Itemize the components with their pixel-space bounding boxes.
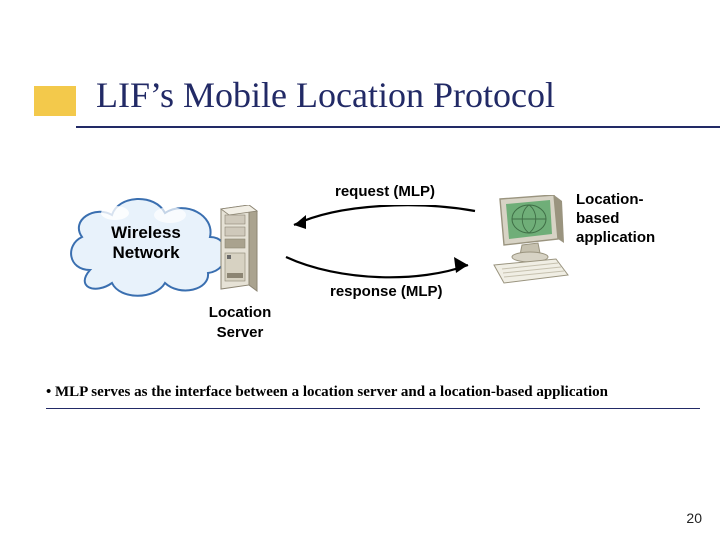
response-label: response (MLP)	[330, 283, 443, 300]
server-label-line2: Server	[217, 324, 264, 341]
desktop-label-line3: application	[576, 229, 655, 246]
bullet-text: • MLP serves as the interface between a …	[46, 384, 608, 400]
cloud-label-line2: Network	[112, 243, 179, 262]
desktop-label: Location- based application	[576, 191, 676, 247]
bullet-area: • MLP serves as the interface between a …	[46, 384, 680, 401]
bullet-underline	[46, 408, 700, 410]
page-number: 20	[686, 510, 702, 526]
request-arrow	[280, 205, 480, 240]
arrow-right-icon	[280, 247, 480, 282]
arrow-left-icon	[280, 205, 480, 240]
response-arrow	[280, 247, 480, 282]
server-label-line1: Location	[209, 304, 272, 321]
title-underline	[76, 126, 720, 128]
desktop-icon	[492, 195, 570, 285]
mlp-diagram: Wireless Network Location Server request…	[60, 175, 660, 345]
title-accent-block	[34, 86, 76, 116]
desktop-label-line2: based	[576, 210, 619, 227]
slide-title: LIF’s Mobile Location Protocol	[96, 74, 555, 116]
server-label: Location Server	[195, 303, 285, 344]
server-node	[215, 205, 259, 293]
cloud-node: Wireless Network	[60, 185, 235, 305]
cloud-label: Wireless Network	[86, 223, 206, 262]
request-label: request (MLP)	[335, 183, 435, 200]
cloud-label-line1: Wireless	[111, 223, 181, 242]
server-icon	[215, 205, 259, 293]
desktop-label-line1: Location-	[576, 191, 644, 208]
desktop-node	[492, 195, 570, 285]
